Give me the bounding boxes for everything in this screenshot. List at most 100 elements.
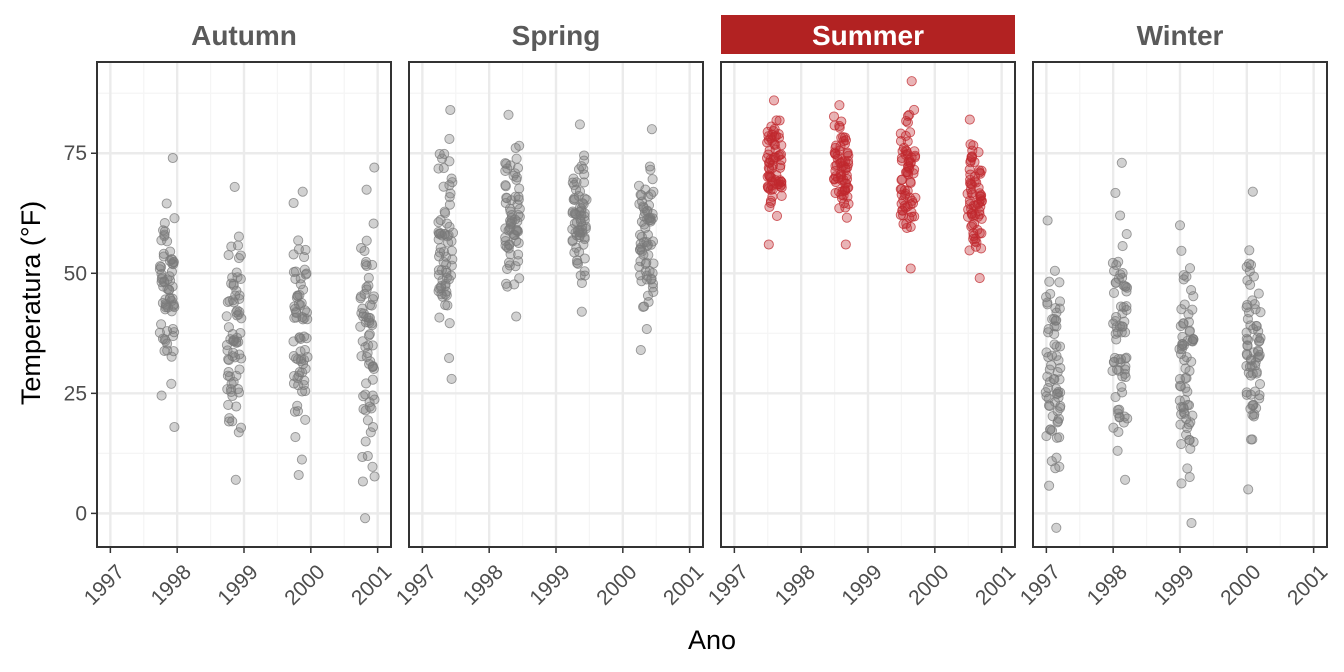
- data-point: [574, 246, 585, 257]
- data-point: [1174, 220, 1186, 231]
- data-point: [288, 267, 299, 278]
- data-point: [766, 180, 777, 191]
- data-point: [974, 273, 985, 284]
- data-point: [571, 217, 582, 228]
- data-point: [771, 170, 782, 181]
- data-point: [503, 243, 514, 254]
- data-point: [444, 133, 455, 144]
- data-point: [635, 345, 646, 356]
- data-point: [1186, 517, 1197, 529]
- data-point: [1252, 332, 1263, 343]
- data-point: [1049, 265, 1060, 276]
- data-point: [1176, 439, 1187, 450]
- data-point: [361, 235, 372, 246]
- data-point: [1120, 364, 1131, 375]
- data-point: [1181, 271, 1192, 282]
- data-point: [579, 155, 590, 166]
- data-point: [898, 210, 909, 221]
- data-point: [226, 278, 237, 289]
- data-point: [768, 95, 780, 106]
- data-point: [363, 272, 374, 283]
- data-point: [765, 195, 777, 206]
- data-point: [967, 151, 978, 162]
- data-point: [355, 291, 367, 302]
- data-point: [291, 307, 302, 319]
- data-point: [640, 222, 651, 234]
- x-tick-label: 2001: [659, 560, 708, 609]
- data-point: [369, 162, 380, 173]
- data-point: [444, 353, 455, 364]
- data-point: [776, 190, 787, 201]
- x-tick-label: 2000: [280, 560, 329, 609]
- data-point: [363, 280, 374, 291]
- data-point: [1120, 474, 1131, 485]
- data-point: [162, 338, 173, 349]
- data-point: [1046, 425, 1058, 436]
- data-point: [511, 311, 522, 322]
- data-point: [572, 258, 584, 269]
- data-point: [1043, 382, 1054, 394]
- data-point: [1049, 321, 1060, 332]
- data-point: [447, 177, 458, 188]
- data-point: [640, 184, 651, 195]
- data-point: [434, 312, 445, 323]
- data-point: [843, 198, 854, 209]
- data-point: [1184, 326, 1195, 337]
- data-point: [292, 406, 303, 417]
- data-point: [1051, 315, 1062, 326]
- y-tick-label: 0: [75, 502, 87, 525]
- data-point: [289, 370, 300, 382]
- data-point: [1254, 379, 1266, 390]
- data-point: [290, 432, 301, 443]
- data-point: [770, 144, 781, 155]
- data-point: [168, 299, 179, 310]
- data-point: [1122, 413, 1133, 424]
- data-point: [1184, 472, 1195, 483]
- data-point: [506, 216, 518, 227]
- data-point: [1051, 388, 1062, 399]
- x-tick-label: 1997: [392, 560, 441, 609]
- data-point: [438, 246, 449, 257]
- data-point: [771, 210, 783, 221]
- data-point: [1184, 263, 1196, 274]
- data-point: [359, 245, 370, 256]
- data-point: [570, 184, 582, 195]
- data-point: [579, 234, 590, 245]
- data-point: [445, 188, 456, 199]
- data-point: [1117, 321, 1128, 332]
- data-point: [840, 135, 851, 146]
- data-point: [233, 231, 244, 242]
- data-point: [442, 231, 453, 242]
- data-point: [763, 134, 774, 146]
- data-point: [1054, 296, 1066, 307]
- data-point: [1042, 215, 1053, 226]
- data-point: [445, 104, 456, 116]
- data-point: [156, 319, 167, 330]
- data-point: [634, 261, 645, 272]
- data-point: [221, 311, 232, 322]
- data-point: [229, 352, 241, 363]
- data-point: [1116, 157, 1127, 168]
- data-point: [774, 115, 785, 126]
- data-point: [976, 243, 987, 254]
- data-point: [367, 294, 379, 305]
- data-point: [905, 176, 916, 187]
- data-point: [502, 163, 513, 174]
- data-point: [236, 313, 247, 324]
- data-point: [1180, 382, 1191, 393]
- data-point: [503, 109, 514, 120]
- data-point: [160, 335, 171, 346]
- data-point: [156, 390, 167, 401]
- data-point: [438, 256, 449, 267]
- data-point: [1121, 229, 1132, 240]
- data-point: [299, 313, 310, 324]
- data-point: [156, 261, 167, 273]
- data-point: [510, 168, 521, 179]
- data-point: [1178, 318, 1189, 329]
- data-point: [168, 346, 179, 357]
- data-point: [434, 247, 446, 258]
- data-point: [165, 246, 176, 257]
- data-point: [299, 344, 310, 356]
- data-point: [441, 218, 453, 229]
